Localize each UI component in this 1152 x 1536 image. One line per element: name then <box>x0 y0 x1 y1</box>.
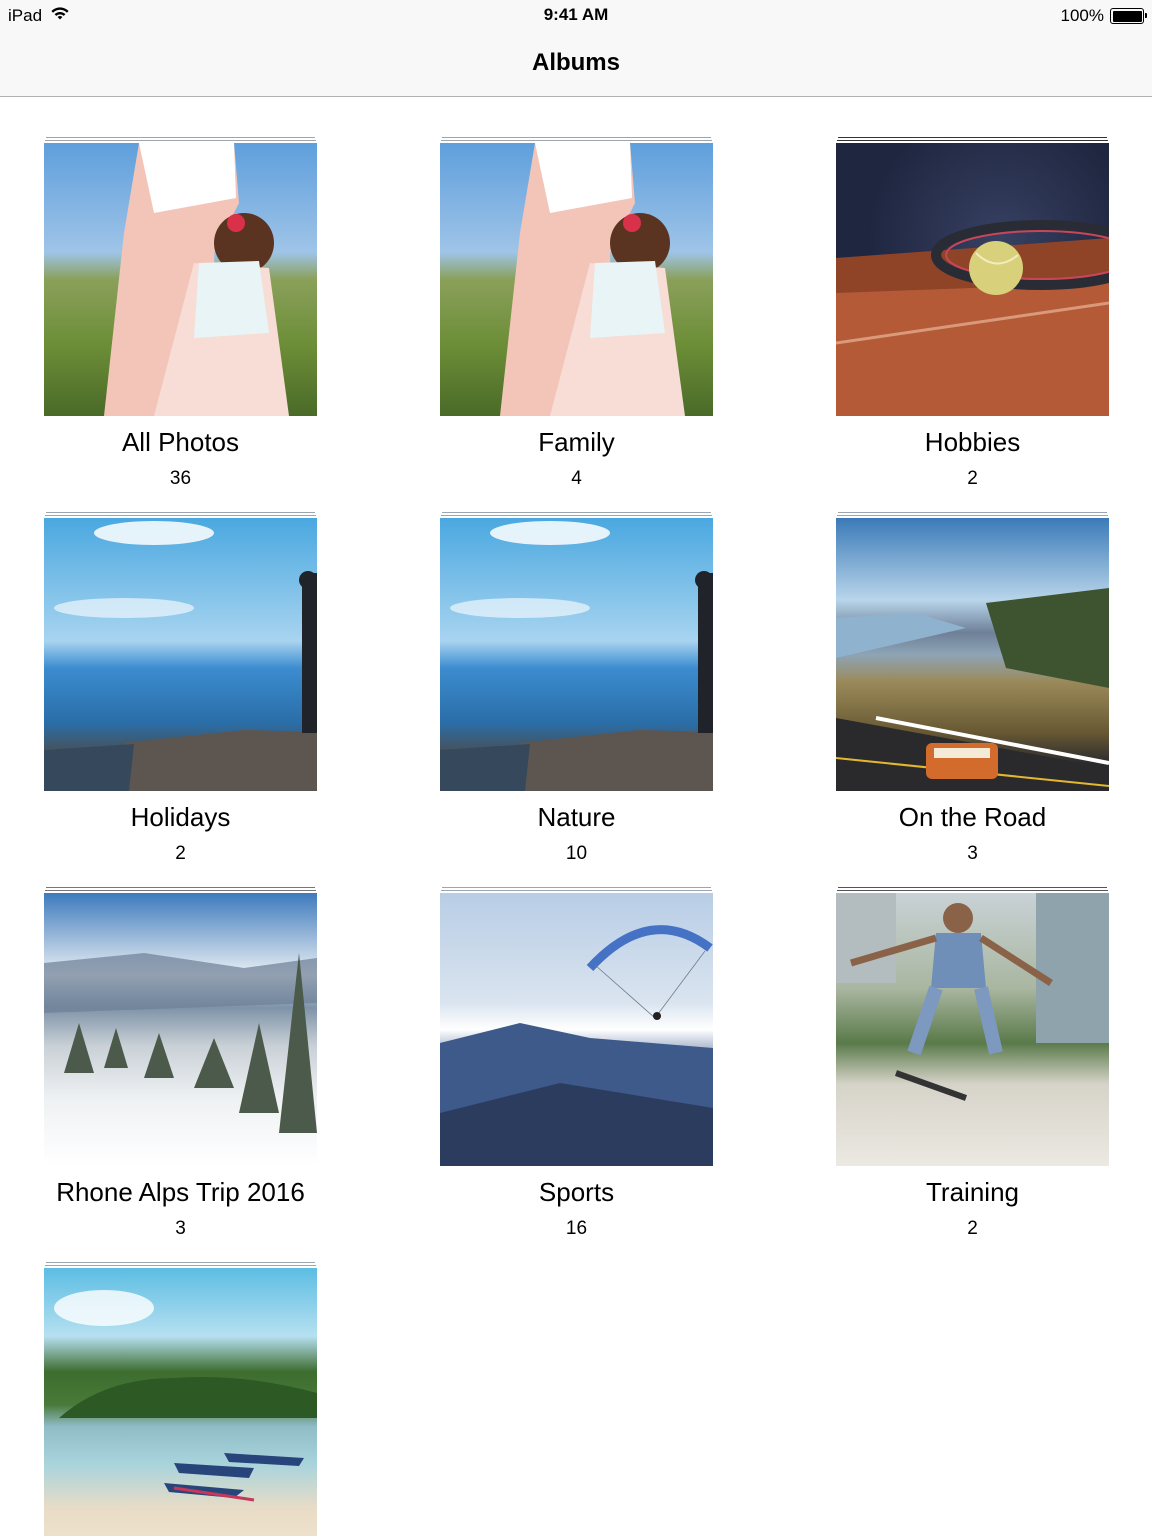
photo-canyon-cliff <box>440 518 713 791</box>
album-count: 10 <box>565 843 588 864</box>
photo-canyon-cliff <box>44 518 317 791</box>
status-time: 9:41 AM <box>543 5 609 24</box>
photo-mother-and-daughter <box>44 143 317 416</box>
photo-skateboarder <box>836 893 1109 1166</box>
album-count: 2 <box>175 843 186 864</box>
album-count: 4 <box>571 468 582 489</box>
battery-percent: 100% <box>1060 6 1104 25</box>
album-thumbnail[interactable] <box>44 143 317 416</box>
album-count: 2 <box>967 468 978 489</box>
wifi-icon <box>50 6 70 26</box>
album-count: 2 <box>967 1218 978 1239</box>
status-right: 100% <box>1060 6 1147 26</box>
device-name: iPad <box>8 6 43 25</box>
album-thumbnail[interactable] <box>836 143 1109 416</box>
navigation-bar: Albums <box>0 30 1152 97</box>
status-left: iPad <box>8 6 70 26</box>
album-title: Nature <box>537 802 616 832</box>
album-thumbnail[interactable] <box>440 518 713 791</box>
album-thumbnail[interactable] <box>440 143 713 416</box>
photo-van-on-road <box>836 518 1109 791</box>
album-thumbnail[interactable] <box>440 893 713 1166</box>
album-title: Rhone Alps Trip 2016 <box>56 1177 305 1207</box>
album-title: Family <box>538 427 615 457</box>
album-thumbnail[interactable] <box>836 893 1109 1166</box>
page-title: Albums <box>531 49 620 76</box>
photo-mother-and-daughter <box>440 143 713 416</box>
album-thumbnail[interactable] <box>836 518 1109 791</box>
album-count: 3 <box>967 843 978 864</box>
album-title: All Photos <box>121 427 240 457</box>
album-title: On the Road <box>898 802 1047 832</box>
album-thumbnail[interactable] <box>44 1268 317 1536</box>
photo-snowy-forest <box>44 893 317 1166</box>
album-count: 16 <box>565 1218 588 1239</box>
album-count: 36 <box>169 468 192 489</box>
album-title: Training <box>926 1177 1019 1207</box>
album-count: 3 <box>175 1218 186 1239</box>
battery-icon <box>1110 8 1147 24</box>
album-title: Holidays <box>130 802 231 832</box>
photo-paraglider <box>440 893 713 1166</box>
album-title: Sports <box>538 1177 615 1207</box>
album-thumbnail[interactable] <box>44 518 317 791</box>
photo-tennis-racket <box>836 143 1109 416</box>
status-bar: iPad 9:41 AM 100% <box>0 0 1152 30</box>
album-thumbnail[interactable] <box>44 893 317 1166</box>
album-title: Hobbies <box>924 427 1021 457</box>
photo-boats-on-beach <box>44 1268 317 1536</box>
